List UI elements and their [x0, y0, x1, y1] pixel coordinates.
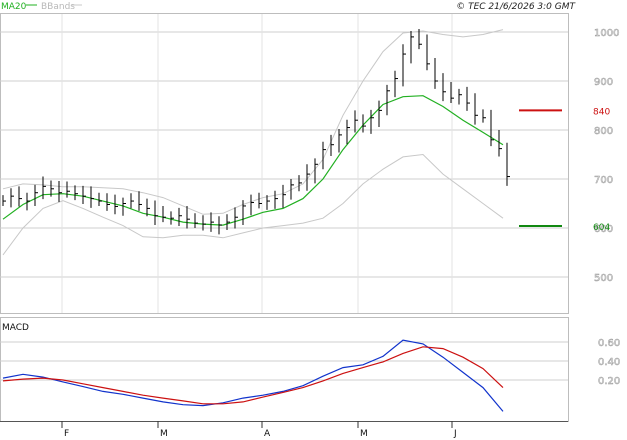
price-bars	[2, 29, 510, 235]
macd-y-tick-label: 0.40	[598, 357, 620, 368]
macd-line	[2, 339, 504, 412]
copyright-stamp: © TEC 21/6/2026 3:0 GMT	[456, 2, 576, 12]
x-tick-label: M	[160, 429, 168, 439]
macd-lines	[2, 339, 504, 412]
price-y-tick-label: 900	[594, 77, 613, 88]
legend-ma20: MA20	[1, 2, 27, 12]
level-label: 604	[593, 223, 610, 233]
macd-y-tick-label: 0.20	[598, 376, 620, 387]
price-panel-frame	[0, 13, 569, 314]
x-tick-label: A	[264, 429, 271, 439]
macd-panel-frame	[0, 317, 569, 422]
bband-upper-line	[2, 29, 504, 215]
ma20-path	[2, 95, 504, 226]
price-levels: 840 604	[519, 107, 610, 233]
signal-line	[2, 346, 504, 405]
x-tick-label: J	[453, 429, 457, 439]
price-y-tick-label: 1000	[594, 28, 619, 39]
level-label: 840	[593, 107, 610, 117]
price-y-tick-label: 500	[594, 273, 613, 284]
price-y-tick-label: 800	[594, 126, 613, 137]
x-tick-label: M	[360, 429, 368, 439]
price-y-tick-label: 700	[594, 175, 613, 186]
ma20-line	[2, 95, 504, 226]
macd-y-tick-label: 0.60	[598, 338, 620, 349]
bband-lower-line	[2, 153, 504, 256]
x-tick-label: F	[64, 429, 69, 439]
macd-panel-title: MACD	[2, 323, 29, 333]
macd-y-ticks: 0.20 0.40 0.60	[598, 338, 621, 388]
price-y-tick-label: 600	[594, 224, 613, 235]
bollinger-bands	[2, 29, 504, 256]
price-y-ticks: 500 600 700 800 900 1000	[594, 28, 620, 285]
price-gridlines	[0, 14, 568, 313]
legend-bbands: BBands	[41, 2, 75, 12]
